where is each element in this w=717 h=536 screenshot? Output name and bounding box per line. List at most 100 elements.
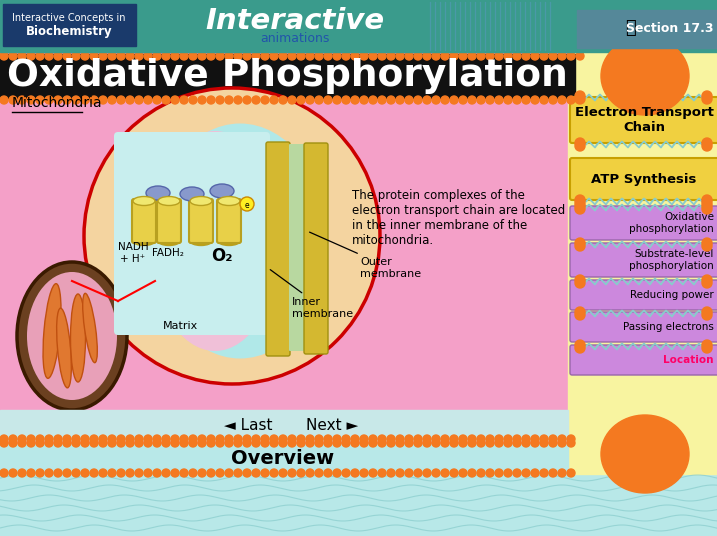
- Circle shape: [558, 96, 566, 104]
- Circle shape: [360, 435, 368, 443]
- Text: Reducing power: Reducing power: [630, 290, 714, 300]
- Text: Next ►: Next ►: [306, 418, 358, 433]
- Circle shape: [117, 52, 125, 60]
- Circle shape: [117, 96, 125, 104]
- Circle shape: [207, 469, 215, 477]
- Bar: [0, 410, 568, 440]
- Circle shape: [279, 439, 287, 447]
- Circle shape: [702, 340, 712, 350]
- Circle shape: [9, 439, 17, 447]
- Circle shape: [180, 435, 188, 443]
- Text: FADH₂: FADH₂: [152, 248, 184, 258]
- Ellipse shape: [601, 37, 689, 115]
- FancyBboxPatch shape: [570, 345, 717, 375]
- Text: Inner
membrane: Inner membrane: [270, 270, 353, 319]
- FancyBboxPatch shape: [570, 312, 717, 342]
- Circle shape: [513, 439, 521, 447]
- Circle shape: [549, 435, 557, 443]
- Circle shape: [396, 435, 404, 443]
- Circle shape: [315, 439, 323, 447]
- Circle shape: [369, 439, 377, 447]
- Circle shape: [450, 435, 458, 443]
- Circle shape: [387, 469, 395, 477]
- Circle shape: [225, 439, 233, 447]
- Circle shape: [216, 435, 224, 443]
- Circle shape: [432, 439, 440, 447]
- Bar: [3, 4, 136, 46]
- Circle shape: [387, 439, 395, 447]
- Circle shape: [216, 96, 224, 104]
- Text: animations: animations: [260, 33, 330, 46]
- Ellipse shape: [601, 415, 689, 493]
- Ellipse shape: [17, 262, 127, 410]
- Circle shape: [450, 469, 458, 477]
- FancyBboxPatch shape: [570, 206, 717, 240]
- Circle shape: [522, 439, 530, 447]
- Circle shape: [702, 201, 712, 211]
- Circle shape: [0, 439, 8, 447]
- Circle shape: [225, 469, 233, 477]
- Bar: [568, 0, 717, 474]
- Circle shape: [495, 439, 503, 447]
- Text: e: e: [244, 200, 250, 210]
- Circle shape: [135, 439, 143, 447]
- Circle shape: [504, 439, 512, 447]
- Circle shape: [486, 52, 494, 60]
- Circle shape: [27, 96, 35, 104]
- Ellipse shape: [133, 236, 155, 245]
- Ellipse shape: [180, 187, 204, 201]
- Text: Interactive: Interactive: [206, 7, 384, 35]
- Circle shape: [252, 439, 260, 447]
- Circle shape: [702, 91, 712, 101]
- Circle shape: [575, 278, 585, 288]
- Circle shape: [486, 469, 494, 477]
- Circle shape: [198, 469, 206, 477]
- Circle shape: [405, 439, 413, 447]
- Circle shape: [360, 96, 368, 104]
- Circle shape: [81, 96, 89, 104]
- FancyBboxPatch shape: [570, 97, 717, 143]
- Circle shape: [45, 96, 53, 104]
- Circle shape: [441, 435, 449, 443]
- Circle shape: [63, 435, 71, 443]
- Circle shape: [225, 435, 233, 443]
- Circle shape: [567, 469, 575, 477]
- Circle shape: [90, 469, 98, 477]
- Circle shape: [198, 52, 206, 60]
- Circle shape: [495, 96, 503, 104]
- Circle shape: [306, 439, 314, 447]
- Circle shape: [153, 469, 161, 477]
- Circle shape: [171, 469, 179, 477]
- Circle shape: [108, 52, 116, 60]
- Circle shape: [531, 439, 539, 447]
- Circle shape: [351, 439, 359, 447]
- Circle shape: [288, 52, 296, 60]
- Circle shape: [531, 52, 539, 60]
- Circle shape: [234, 96, 242, 104]
- Circle shape: [414, 52, 422, 60]
- Circle shape: [180, 52, 188, 60]
- Circle shape: [9, 469, 17, 477]
- Circle shape: [54, 96, 62, 104]
- Circle shape: [531, 96, 539, 104]
- Bar: [0, 98, 568, 474]
- Circle shape: [459, 439, 467, 447]
- Circle shape: [216, 439, 224, 447]
- Circle shape: [702, 275, 712, 285]
- Text: ATP Synthesis: ATP Synthesis: [592, 173, 697, 185]
- Circle shape: [405, 435, 413, 443]
- Circle shape: [522, 435, 530, 443]
- Circle shape: [351, 52, 359, 60]
- Ellipse shape: [70, 294, 85, 382]
- FancyBboxPatch shape: [570, 280, 717, 310]
- Circle shape: [117, 469, 125, 477]
- Circle shape: [486, 435, 494, 443]
- Circle shape: [261, 52, 269, 60]
- Circle shape: [567, 52, 575, 60]
- Text: Location: Location: [663, 355, 714, 365]
- Circle shape: [486, 96, 494, 104]
- Ellipse shape: [27, 272, 117, 400]
- Circle shape: [378, 435, 386, 443]
- Circle shape: [558, 469, 566, 477]
- Text: NADH
+ H⁺: NADH + H⁺: [118, 242, 148, 264]
